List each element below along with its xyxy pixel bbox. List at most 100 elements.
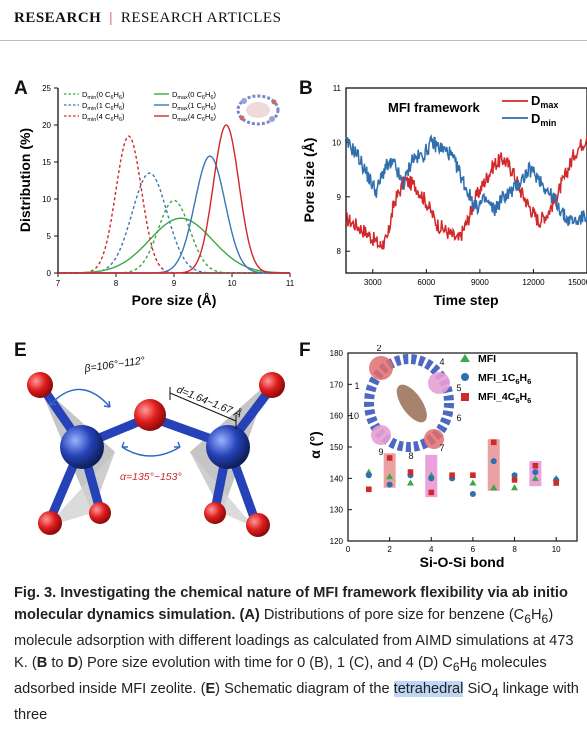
chart-a-series-2	[58, 135, 290, 274]
chart-f-xticks: 0 2 4 6 8 10	[346, 537, 561, 554]
chart-f-point-mfi	[386, 473, 394, 480]
alpha-arc	[121, 446, 181, 457]
chart-b-xtick-label: 3000	[364, 278, 382, 287]
chart-b-dmax-line	[345, 136, 587, 250]
chart-f-point-mfi1	[532, 469, 539, 476]
chart-a-series-1	[58, 172, 290, 274]
svg-text:Dmin: Dmin	[531, 111, 556, 128]
chart-f-point-mfi1	[386, 481, 393, 488]
silicon-atoms	[60, 425, 250, 469]
chart-a-series-4	[58, 155, 290, 274]
chart-f-ytick-label: 140	[330, 474, 344, 483]
svg-text:MFI_1C6H6: MFI_1C6H6	[478, 372, 531, 386]
legend-dmax-0: Dmax(0 C6H6)	[172, 90, 217, 101]
chart-b-legend: Dmax Dmin	[502, 93, 558, 128]
chart-b-xtick-label: 15000	[568, 278, 587, 287]
chart-a-ytick-label: 5	[47, 232, 52, 241]
chart-b-axes	[345, 87, 587, 274]
chart-f-point-mfi	[469, 479, 477, 486]
chart-f-point-mfi4	[553, 480, 559, 486]
header-separator: |	[109, 10, 113, 26]
chart-a-ylabel: Distribution (%)	[17, 128, 33, 232]
chart-f-highlight-box	[487, 439, 500, 491]
chart-a-series-3	[58, 217, 290, 274]
chart-f-legend: MFI MFI_1C6H6 MFI_4C6H6	[460, 353, 531, 405]
chart-f-point-mfi4	[532, 463, 539, 469]
legend-dmin-4: Dmin(4 C6H6)	[82, 112, 125, 123]
chart-b-xlabel: Time step	[433, 292, 498, 308]
highlighted-word[interactable]: tetrahedral	[393, 680, 464, 697]
panel-label-a: A	[14, 78, 28, 99]
beta-arc	[49, 388, 111, 408]
chart-b: 8 9 10 11 3000 6000 9000 12000 15000 MFI framew…	[301, 84, 587, 308]
svg-text:Dmax: Dmax	[531, 93, 558, 110]
chart-f-ytick-label: 180	[330, 349, 344, 358]
chart-f-ytick-label: 170	[330, 380, 344, 389]
chart-f-point-mfi	[490, 484, 498, 491]
legend-dmax-4: Dmax(4 C6H6)	[172, 112, 217, 123]
ring-label: 5	[456, 383, 461, 393]
panel-label-b: B	[299, 78, 313, 99]
ring-label: 7	[439, 443, 444, 453]
chart-f-point-mfi4	[366, 486, 372, 493]
chart-b-ylabel: Pore size (Å)	[301, 138, 317, 223]
chart-b-xtick-label: 9000	[471, 278, 489, 287]
framework-inset-icon	[236, 94, 280, 126]
chart-f-ytick-label: 120	[330, 537, 344, 546]
svg-text:MFI_4C6H6: MFI_4C6H6	[478, 391, 531, 405]
chart-f-point-mfi	[406, 479, 414, 486]
chart-f-xtick-label: 10	[552, 545, 561, 554]
chart-f-ytick-label: 160	[330, 412, 344, 421]
distance-label: d=1.64~1.67 Å	[175, 383, 244, 421]
chart-a-yticks: 0 5 10 15 20 25	[42, 84, 58, 278]
chart-b-dmin-line	[345, 134, 587, 226]
panel-label-e: E	[14, 340, 27, 361]
chart-f-xlabel: Si-O-Si bond	[420, 554, 505, 570]
chart-f-ytick-label: 150	[330, 443, 344, 452]
caption-title: Fig. 3. Investigating the chemical natur…	[14, 585, 568, 623]
chart-f-point-mfi1	[511, 472, 518, 479]
distance-marker	[169, 387, 237, 429]
chart-a-curves	[58, 124, 290, 274]
ring-label: 9	[378, 447, 383, 457]
chart-a-series-5	[58, 124, 290, 274]
chart-a-legend: Dmin(0 C6H6) Dmin(1 C6H6) Dmin(4 C6H6) D…	[64, 90, 217, 123]
chart-f-point-mfi1	[365, 472, 372, 479]
ring-label: 1	[354, 381, 359, 391]
journal-header: RESEARCH | RESEARCH ARTICLES	[14, 10, 281, 27]
chart-b-ytick-label: 8	[337, 247, 342, 256]
ring-label: 8	[408, 451, 413, 461]
chart-a-xticks: 7 8 9 10 11	[56, 273, 295, 288]
ring-label: 6	[456, 413, 461, 423]
chart-f-point-mfi	[531, 474, 539, 481]
legend-dmin-0: Dmin(0 C6H6)	[82, 90, 125, 101]
chart-f-ylabel: α (°)	[307, 431, 323, 458]
chart-a-xtick-label: 7	[56, 279, 61, 288]
chart-f-point-mfi1	[428, 475, 435, 482]
chart-b-ytick-label: 9	[337, 193, 342, 202]
beta-label: β=106°~112°	[83, 355, 146, 376]
oxygen-atoms	[27, 372, 285, 537]
chart-a-xtick-label: 8	[114, 279, 119, 288]
chart-f-ytick-label: 130	[330, 506, 344, 515]
chart-f-point-mfi4	[470, 472, 476, 478]
chart-b-xtick-label: 6000	[417, 278, 435, 287]
chart-f-point-mfi1	[469, 491, 476, 497]
chart-a-xlabel: Pore size (Å)	[132, 292, 217, 308]
chart-b-yticks: 8 9 10 11	[332, 84, 350, 256]
chart-f-point-mfi4	[407, 469, 414, 475]
legend-dmax-1: Dmax(1 C6H6)	[172, 101, 217, 112]
ring-label: 10	[349, 411, 359, 421]
chart-f-point-mfi4	[449, 472, 455, 478]
chart-a-ytick-label: 0	[47, 269, 52, 278]
chart-f-xtick-label: 4	[429, 545, 434, 554]
chart-b-xticks: 3000 6000 9000 12000 15000	[364, 269, 587, 287]
chart-a-xtick-label: 11	[286, 279, 295, 288]
chart-a-ytick-label: 25	[42, 84, 51, 93]
section-name: RESEARCH	[14, 10, 102, 26]
chart-a-ytick-label: 20	[42, 121, 51, 130]
section-subtitle: RESEARCH ARTICLES	[120, 10, 282, 26]
chart-f-point-mfi4	[490, 439, 497, 446]
legend-dmin-1: Dmin(1 C6H6)	[82, 101, 125, 112]
panel-label-f: F	[299, 340, 311, 361]
